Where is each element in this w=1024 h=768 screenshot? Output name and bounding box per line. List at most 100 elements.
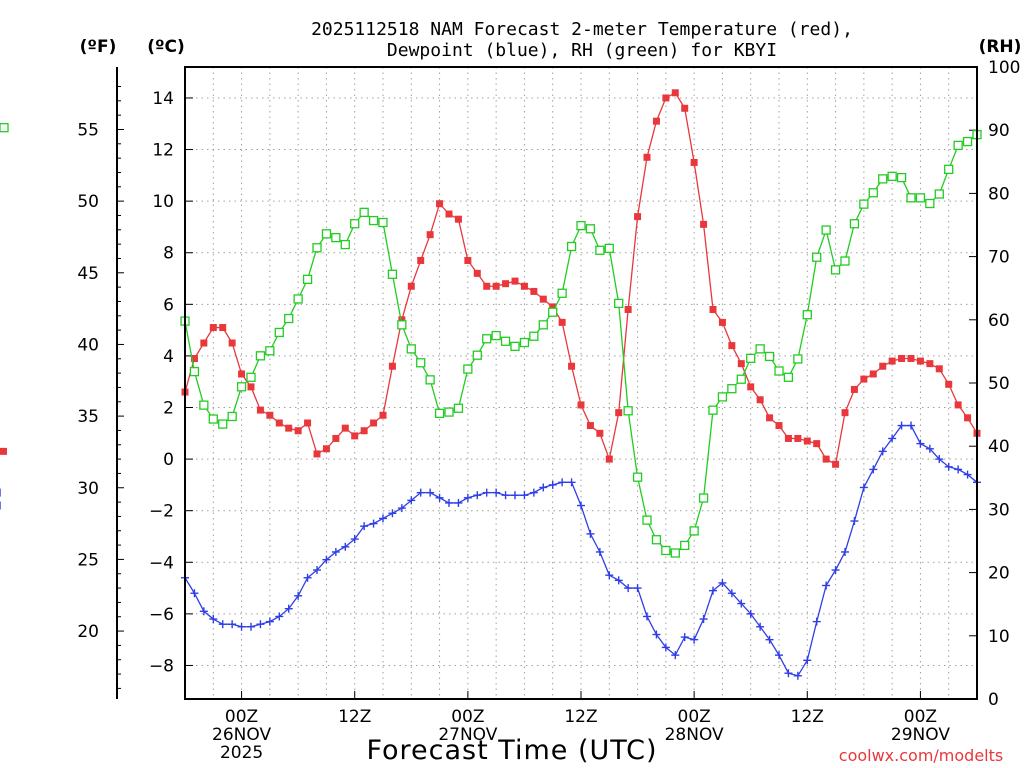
dewpoint-point: [831, 566, 840, 575]
time-tick-label: 28NOV: [665, 725, 724, 745]
rh-axis-label: (RH): [979, 37, 1022, 57]
temperature-point: [190, 354, 198, 362]
rh-point: [670, 548, 680, 558]
dewpoint-point: [529, 488, 538, 497]
rh-point: [689, 526, 699, 536]
temperature-point: [417, 256, 425, 264]
rh-point: [906, 193, 916, 203]
chart-title-line-1: 2025112518 NAM Forecast 2-meter Temperat…: [311, 19, 853, 40]
dewpoint-point: [595, 547, 604, 556]
dewpoint-point: [793, 671, 802, 680]
dewpoint-point: [294, 591, 303, 600]
temperature-point: [813, 440, 821, 448]
dewpoint-point: [341, 542, 350, 551]
fahrenheit-axis-label: (ºF): [80, 37, 117, 57]
rh-point: [878, 174, 888, 184]
dewpoint-point: [313, 566, 321, 575]
dewpoint-point: [247, 622, 255, 631]
dewpoint-point: [473, 491, 482, 500]
dewpoint-point: [709, 586, 717, 595]
celsius-tick-label: −4: [149, 553, 174, 573]
rh-point: [387, 269, 398, 279]
time-tick-label: 2025: [220, 743, 263, 763]
dewpoint-point: [935, 455, 944, 464]
rh-tick-label: 80: [988, 184, 1010, 204]
temperature-point: [200, 339, 208, 347]
temperature-point: [304, 419, 312, 427]
dewpoint-point: [784, 669, 793, 678]
temperature-point: [822, 455, 830, 463]
dewpoint-point: [680, 633, 689, 642]
rh-point: [284, 313, 294, 324]
watermark: coolwx.com/modelts: [839, 746, 1003, 765]
rh-point: [331, 232, 341, 243]
temperature-point: [888, 357, 896, 365]
dewpoint-point: [586, 529, 595, 538]
temperature-point: [360, 427, 368, 435]
dewpoint-point: [888, 434, 897, 443]
celsius-axis-ticks: −8 −6 −4 −2 0 2 4 6 8 10 12 14: [149, 89, 193, 676]
rh-point: [623, 406, 633, 416]
dewpoint-point: [718, 578, 727, 587]
dewpoint-point: [869, 465, 878, 474]
temperature-point: [407, 282, 415, 290]
fahrenheit-tick-label: 55: [77, 120, 99, 140]
rh-point: [642, 515, 652, 525]
rh-axis-ticks: 0 10 20 30 40 50 60 70 80 90 100: [969, 58, 1020, 710]
dewpoint-point: [756, 622, 765, 631]
dewpoint-point: [228, 620, 237, 629]
dewpoint-point: [925, 444, 934, 453]
temperature-point: [322, 445, 330, 453]
dewpoint-point: [360, 522, 369, 531]
rh-point: [416, 358, 426, 368]
rh-point: [255, 351, 266, 361]
dewpoint-point: [482, 488, 491, 497]
temperature-point: [766, 414, 774, 422]
celsius-tick-label: 4: [163, 347, 174, 367]
dewpoint-point: [445, 498, 453, 507]
dewpoint-point: [397, 504, 406, 513]
rh-point: [312, 243, 322, 253]
dewpoint-point: [916, 439, 925, 448]
rh-point: [661, 545, 671, 556]
rh-point: [321, 229, 332, 239]
gridlines: [185, 67, 977, 699]
temperature-point: [737, 360, 745, 368]
rh-point: [764, 351, 775, 362]
temperature-point: [841, 409, 849, 417]
fahrenheit-tick-label: 25: [77, 550, 99, 570]
temperature-point: [794, 434, 802, 442]
celsius-tick-label: −2: [149, 502, 174, 522]
rh-tick-label: 10: [988, 627, 1010, 647]
rh-point: [868, 188, 878, 198]
celsius-tick-label: 6: [163, 295, 174, 315]
dewpoint-point: [237, 622, 246, 631]
temperature-point: [634, 213, 642, 221]
dewpoint-point: [614, 576, 623, 585]
temperature-point: [898, 354, 906, 362]
temperature-point: [209, 324, 217, 332]
rh-point: [802, 310, 812, 320]
celsius-tick-label: 10: [152, 192, 174, 212]
temperature-point: [690, 158, 698, 166]
rh-point: [557, 288, 567, 298]
rh-tick-label: 20: [988, 564, 1010, 584]
temperature-point: [219, 324, 227, 332]
temperature-point: [596, 429, 604, 437]
temperature-point: [803, 437, 811, 445]
rh-point: [491, 330, 501, 341]
dewpoint-point: [284, 604, 293, 613]
rh-point: [538, 320, 548, 330]
rh-point: [227, 411, 237, 422]
temperature-point: [256, 406, 264, 414]
temperature-point: [964, 414, 972, 422]
rh-point: [793, 354, 803, 364]
rh-point: [698, 493, 709, 503]
temperature-point: [351, 432, 359, 440]
dewpoint-point: [624, 584, 633, 593]
fahrenheit-tick-label: 35: [77, 407, 99, 427]
temperature-point: [511, 277, 519, 285]
dewpoint-point: [671, 651, 680, 660]
